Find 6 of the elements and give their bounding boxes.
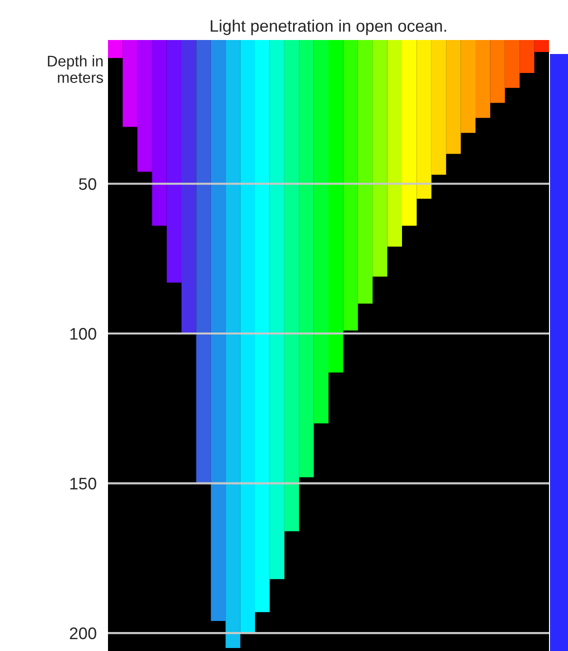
y-tick-label: 150 [70,478,96,490]
y-tick-label: 50 [79,178,96,190]
y-axis-title: Depth in meters [48,55,104,83]
y-tick-label: 200 [70,627,96,640]
chart-title: Light penetration in open ocean. [210,20,446,36]
y-tick-label: 100 [70,328,96,340]
